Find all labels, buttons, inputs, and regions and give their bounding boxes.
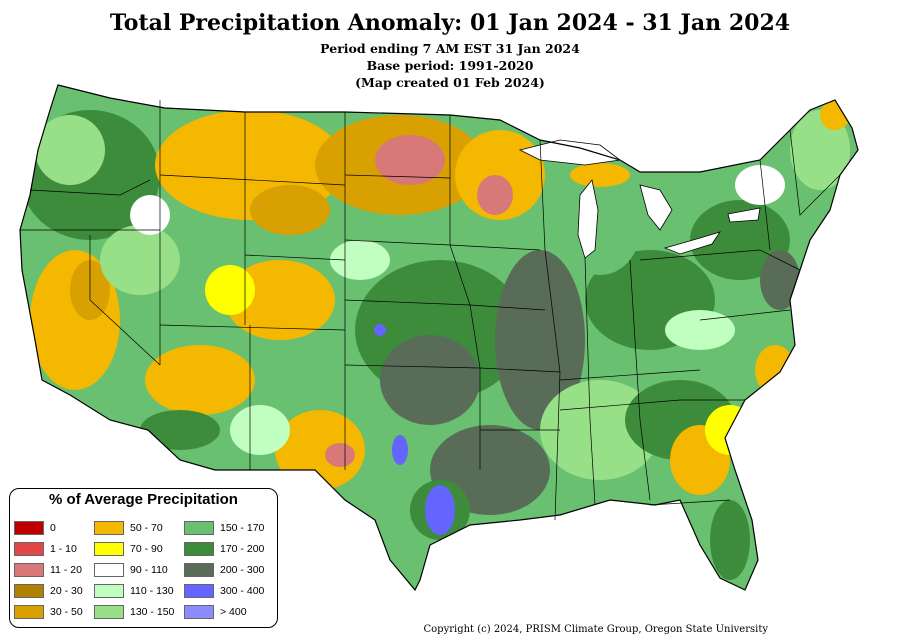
- legend-swatch: [184, 605, 214, 619]
- legend-swatch: [184, 542, 214, 556]
- missouri-north-border: [469, 304, 546, 311]
- legend-swatch: [14, 563, 44, 577]
- legend-label: 30 - 50: [50, 606, 83, 618]
- legend-label: 300 - 400: [220, 585, 265, 597]
- legend-swatch: [184, 563, 214, 577]
- copyright: Copyright (c) 2024, PRISM Climate Group,…: [423, 624, 769, 635]
- map-title: Total Precipitation Anomaly: 01 Jan 2024…: [109, 10, 791, 36]
- legend-swatch: [94, 521, 124, 535]
- virginia-border: [699, 309, 791, 321]
- legend-swatch: [94, 542, 124, 556]
- legend-swatch: [94, 584, 124, 598]
- legend-label: 20 - 30: [50, 585, 83, 597]
- legend-label: 50 - 70: [130, 522, 163, 534]
- mississippi-river: [539, 139, 561, 521]
- great-lakes: [518, 139, 761, 259]
- legend-label: 70 - 90: [130, 543, 163, 555]
- utah-arizona-border: [159, 324, 346, 331]
- montana-south-border: [159, 174, 346, 186]
- legend-swatch: [14, 521, 44, 535]
- missouri-arkansas-border: [479, 367, 561, 373]
- legend-label: 130 - 150: [130, 606, 175, 618]
- pennsylvania-south: [639, 249, 801, 271]
- lake-michigan: [577, 179, 599, 259]
- legend-label: 150 - 170: [220, 522, 265, 534]
- created-line: (Map created 01 Feb 2024): [355, 75, 545, 90]
- legend: % of Average Precipitation 0 1 - 10 11 - 2…: [9, 488, 278, 628]
- legend-label: 170 - 200: [220, 543, 265, 555]
- period-line: Period ending 7 AM EST 31 Jan 2024: [320, 41, 580, 56]
- nd-sd-border: [344, 174, 451, 179]
- tennessee-north-border: [559, 369, 701, 381]
- new-york-east: [759, 159, 771, 251]
- legend-swatch: [14, 584, 44, 598]
- new-england-border: [789, 129, 841, 216]
- legend-swatch: [94, 563, 124, 577]
- legend-label: 200 - 300: [220, 564, 265, 576]
- legend-swatch: [14, 542, 44, 556]
- tennessee-south-border: [559, 399, 745, 411]
- washington-oregon-border: [29, 179, 151, 196]
- ne-ks-border: [344, 299, 471, 306]
- legend-swatch: [184, 521, 214, 535]
- iowa-north-border: [449, 244, 541, 251]
- california-nevada-border: [89, 235, 161, 366]
- legend-swatch: [94, 605, 124, 619]
- legend-label: 0: [50, 522, 56, 534]
- legend-label: 90 - 110: [130, 564, 168, 576]
- illinois-indiana-alabama: [584, 257, 596, 506]
- lake-ontario: [727, 207, 761, 223]
- legend-swatch: [184, 584, 214, 598]
- florida-north-border: [649, 499, 731, 506]
- legend-label: 11 - 20: [50, 564, 82, 576]
- legend-label: 110 - 130: [130, 585, 174, 597]
- sd-ne-border: [344, 239, 451, 246]
- legend-swatch: [14, 605, 44, 619]
- lake-erie: [663, 231, 721, 255]
- legend-title: % of Average Precipitation: [49, 491, 238, 508]
- us-outline: [19, 84, 859, 592]
- wyoming-south-border: [244, 254, 346, 261]
- state-boundaries: [20, 100, 841, 521]
- legend-label: > 400: [220, 606, 247, 618]
- indiana-ohio-georgia: [629, 259, 651, 501]
- ks-ok-border: [344, 364, 481, 369]
- legend-label: 1 - 10: [50, 543, 77, 555]
- base-period-line: Base period: 1991-2020: [366, 58, 534, 73]
- lake-huron: [639, 184, 673, 231]
